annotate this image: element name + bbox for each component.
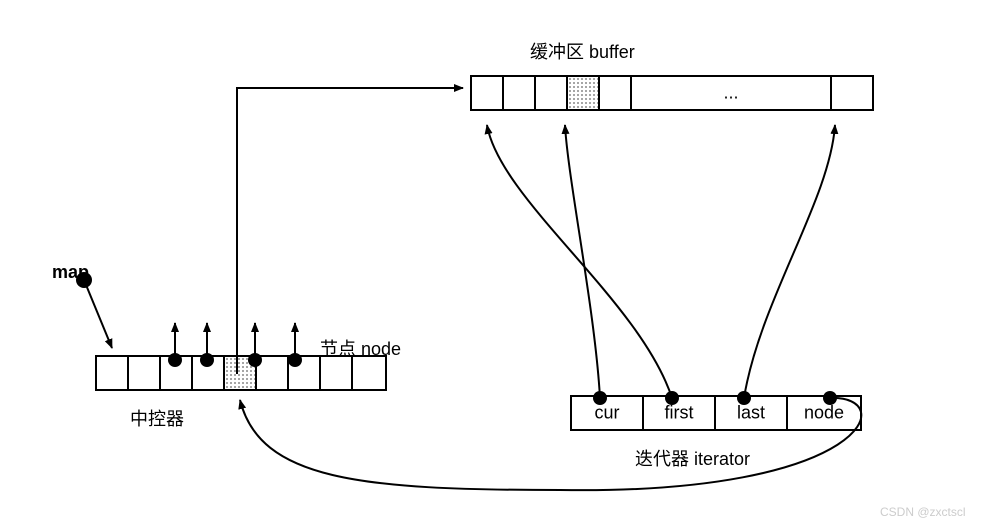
buffer-row-cell [568, 77, 600, 109]
iterator-label: 迭代器 iterator [635, 445, 750, 471]
iterator-row-cell: last [716, 397, 788, 429]
iterator-row-cell-text: last [737, 403, 765, 424]
iterator-row-cell-text: first [665, 403, 694, 424]
iterator-row-cell-text: node [804, 403, 844, 424]
controller-label: 中控器 [130, 405, 184, 431]
map-row-cell [289, 357, 321, 389]
map-row-cell [225, 357, 257, 389]
arrow [237, 88, 463, 374]
buffer-row-cell [536, 77, 568, 109]
map-row-cell [97, 357, 129, 389]
buffer-label: 缓冲区 buffer [530, 38, 635, 64]
buffer-row-cell [504, 77, 536, 109]
iterator-row-cell: first [644, 397, 716, 429]
buffer-row-cell [472, 77, 504, 109]
map-row-cell [129, 357, 161, 389]
iterator-row-cell-text: cur [594, 403, 619, 424]
diagram-root: 缓冲区 buffer map 节点 node 中控器 迭代器 iterator … [0, 0, 989, 522]
map-row-cell [353, 357, 385, 389]
arrow [84, 280, 112, 348]
map-row-cell [321, 357, 353, 389]
map-row [95, 355, 387, 391]
map-label: map [52, 262, 89, 283]
iterator-row-cell: cur [572, 397, 644, 429]
map-row-cell [161, 357, 193, 389]
arrow [487, 125, 672, 398]
buffer-row-cell: ... [632, 77, 832, 109]
map-row-cell [257, 357, 289, 389]
arrow [744, 125, 835, 398]
map-row-cell [193, 357, 225, 389]
iterator-row-cell: node [788, 397, 860, 429]
iterator-row: cur first last node [570, 395, 862, 431]
buffer-row-cell [600, 77, 632, 109]
buffer-row-cell-text: ... [723, 83, 738, 104]
buffer-row-cell [832, 77, 872, 109]
buffer-row: ... [470, 75, 874, 111]
watermark: CSDN @zxctscl [880, 505, 966, 519]
arrow [565, 125, 600, 398]
